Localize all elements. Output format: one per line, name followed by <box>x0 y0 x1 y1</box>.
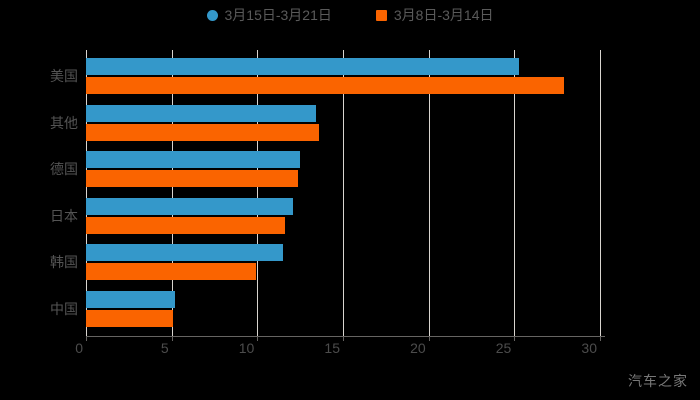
x-tick-label-10: 10 <box>238 340 255 356</box>
chart-legend: 3月15日-3月21日 3月8日-3月14日 <box>0 8 700 22</box>
tick-mark-0 <box>86 336 87 341</box>
x-axis-line <box>86 336 605 337</box>
y-category-label: 美国 <box>50 68 78 84</box>
legend-marker-square-icon <box>375 9 387 21</box>
bar-group <box>86 290 600 327</box>
x-tick-label-0: 0 <box>75 340 83 356</box>
gridline-10 <box>257 50 259 336</box>
y-category-label: 中国 <box>50 300 78 317</box>
legend-item-series-1[interactable]: 3月8日-3月14日 <box>375 7 494 23</box>
bar[interactable] <box>86 77 565 94</box>
bar-group <box>86 197 600 234</box>
legend-label-series-0: 3月15日-3月21日 <box>224 7 332 23</box>
tick-mark-10 <box>257 336 259 341</box>
y-category-label: 其他 <box>50 114 78 131</box>
gridline-0 <box>86 50 87 336</box>
bar[interactable] <box>86 151 301 168</box>
y-category-label: 德国 <box>50 161 78 177</box>
watermark: 汽车之家 <box>628 373 688 389</box>
bar[interactable] <box>86 123 319 141</box>
legend-label-series-1: 3月8日-3月14日 <box>393 7 494 23</box>
bar[interactable] <box>86 290 176 308</box>
gridline-25 <box>514 50 516 336</box>
tick-mark-30 <box>600 336 601 341</box>
x-tick-label-15: 15 <box>324 340 340 356</box>
bar[interactable] <box>86 216 285 234</box>
tick-mark-25 <box>514 336 516 341</box>
bar[interactable] <box>86 170 299 187</box>
bar[interactable] <box>86 58 520 75</box>
legend-item-series-0[interactable]: 3月15日-3月21日 <box>206 7 332 23</box>
gridline-15 <box>343 50 344 336</box>
x-tick-label-20: 20 <box>410 340 426 356</box>
tick-mark-15 <box>343 336 344 341</box>
bar[interactable] <box>86 244 284 261</box>
x-tick-label-25: 25 <box>495 340 512 356</box>
y-category-label: 日本 <box>50 207 78 224</box>
gridline-5 <box>171 50 173 336</box>
tick-mark-5 <box>171 336 173 341</box>
bar[interactable] <box>86 309 174 327</box>
tick-mark-20 <box>428 336 430 341</box>
bar-group <box>86 104 600 141</box>
gridline-20 <box>428 50 430 336</box>
plot-area <box>86 50 601 336</box>
bar-group <box>86 244 600 280</box>
bar[interactable] <box>86 197 294 215</box>
x-tick-label-5: 5 <box>160 340 169 356</box>
y-category-label: 韩国 <box>50 254 78 270</box>
bar-group <box>86 151 600 187</box>
bar-group <box>86 58 600 94</box>
legend-marker-circle-icon <box>206 9 218 21</box>
bar[interactable] <box>86 263 256 280</box>
bar[interactable] <box>86 104 316 122</box>
gridline-30 <box>600 50 601 336</box>
x-tick-label-30: 30 <box>581 340 597 356</box>
